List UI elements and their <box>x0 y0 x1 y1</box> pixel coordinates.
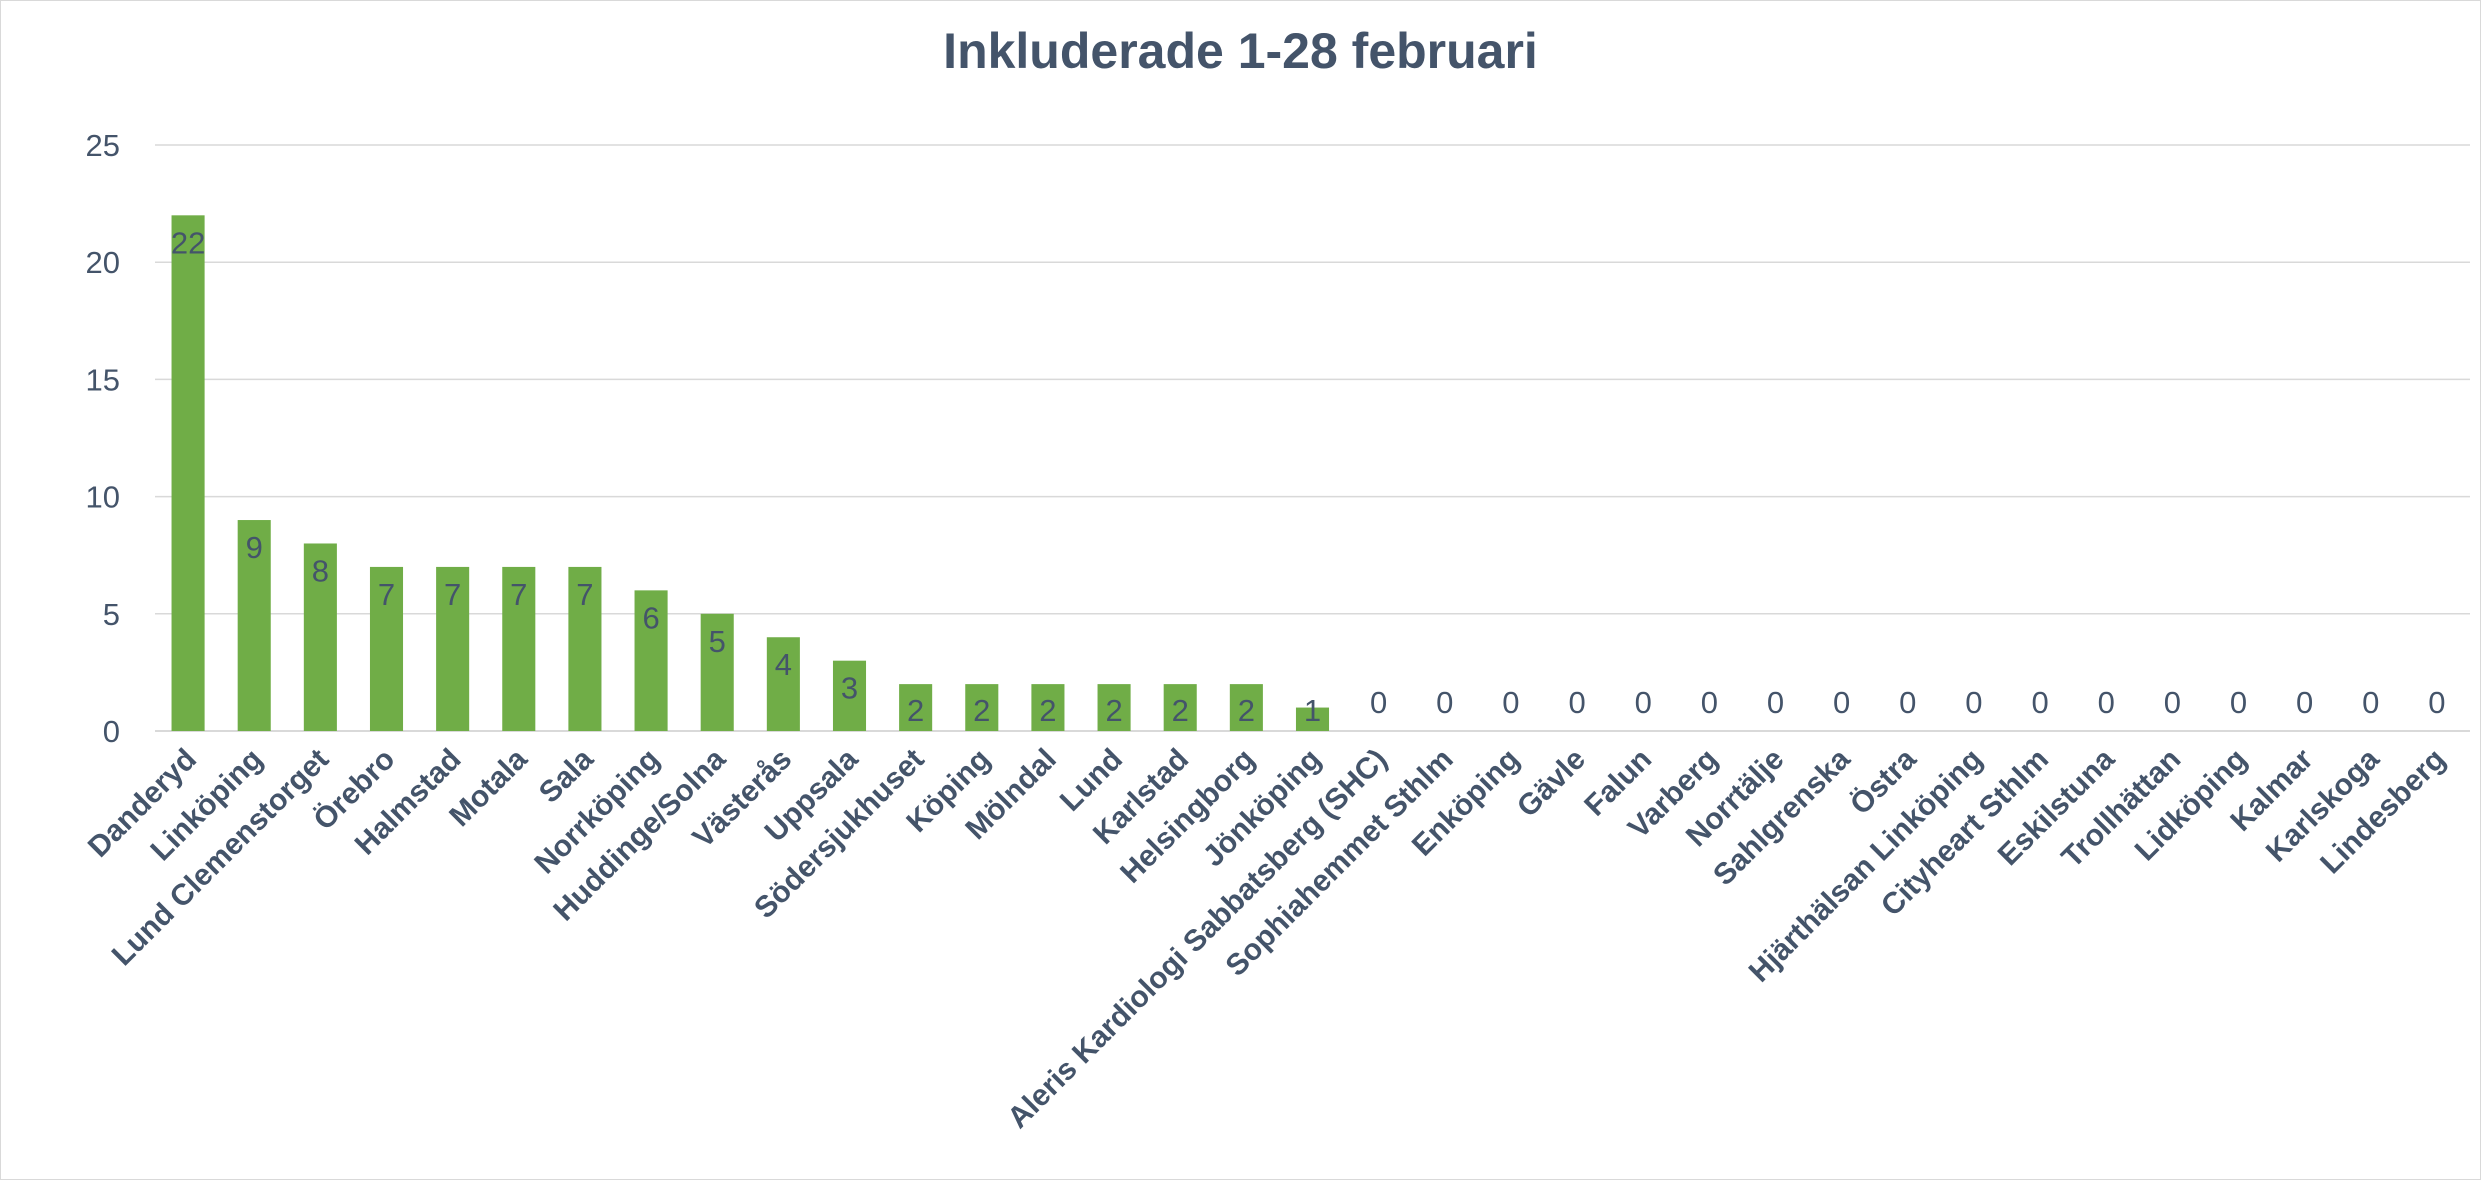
bar <box>1163 684 1197 731</box>
gridlines <box>155 144 2470 732</box>
bar <box>1229 684 1263 731</box>
data-label: 2 <box>1039 693 1056 728</box>
bar <box>237 520 271 731</box>
data-label: 7 <box>510 577 527 612</box>
data-label: 7 <box>576 577 593 612</box>
data-label: 2 <box>907 693 924 728</box>
data-label: 0 <box>1370 685 1387 720</box>
bar <box>171 215 205 731</box>
data-label: 2 <box>1172 693 1189 728</box>
data-label: 6 <box>642 600 659 635</box>
data-label: 1 <box>1304 693 1321 728</box>
data-label: 0 <box>1899 685 1916 720</box>
data-label: 0 <box>2031 685 2048 720</box>
data-label: 0 <box>1833 685 1850 720</box>
bar <box>568 566 602 731</box>
data-label: 0 <box>2098 685 2115 720</box>
data-label: 4 <box>775 647 792 682</box>
data-label: 0 <box>1635 685 1652 720</box>
data-label: 0 <box>1701 685 1718 720</box>
data-label: 2 <box>1238 693 1255 728</box>
data-label: 9 <box>246 530 263 565</box>
data-label: 2 <box>973 693 990 728</box>
y-tick-label: 20 <box>86 245 120 280</box>
bar <box>1031 684 1065 731</box>
data-label: 3 <box>841 671 858 706</box>
bar <box>303 543 337 731</box>
y-axis-ticks: 0 5 10 15 20 25 <box>86 128 120 749</box>
bar <box>766 637 800 731</box>
bar <box>700 613 734 731</box>
data-label: 0 <box>1436 685 1453 720</box>
bars <box>171 215 1330 731</box>
bar <box>899 684 933 731</box>
data-label: 22 <box>171 225 205 260</box>
data-label: 0 <box>2164 685 2181 720</box>
data-label: 0 <box>1767 685 1784 720</box>
x-tick-label: Gävle <box>1511 743 1592 824</box>
data-label: 7 <box>378 577 395 612</box>
data-label: 0 <box>2296 685 2313 720</box>
data-label: 0 <box>1568 685 1585 720</box>
y-tick-label: 0 <box>103 714 120 749</box>
bar <box>832 660 867 731</box>
data-label: 0 <box>2230 685 2247 720</box>
chart-title: Inkluderade 1-28 februari <box>943 23 1538 79</box>
data-label: 7 <box>444 577 461 612</box>
data-label: 0 <box>2362 685 2379 720</box>
data-label: 0 <box>2428 685 2445 720</box>
data-label: 2 <box>1105 693 1122 728</box>
data-label: 0 <box>1965 685 1982 720</box>
bar <box>436 566 470 731</box>
bar <box>502 566 536 731</box>
bar <box>965 684 999 731</box>
bar <box>634 590 668 731</box>
data-label: 0 <box>1502 685 1519 720</box>
bar <box>369 566 404 731</box>
y-tick-label: 25 <box>86 128 120 163</box>
y-tick-label: 10 <box>86 480 120 515</box>
y-tick-label: 5 <box>103 597 120 632</box>
data-label: 5 <box>709 624 726 659</box>
bar <box>1097 684 1131 731</box>
y-tick-label: 15 <box>86 362 120 397</box>
bar <box>1295 707 1330 731</box>
data-label: 8 <box>312 553 329 588</box>
